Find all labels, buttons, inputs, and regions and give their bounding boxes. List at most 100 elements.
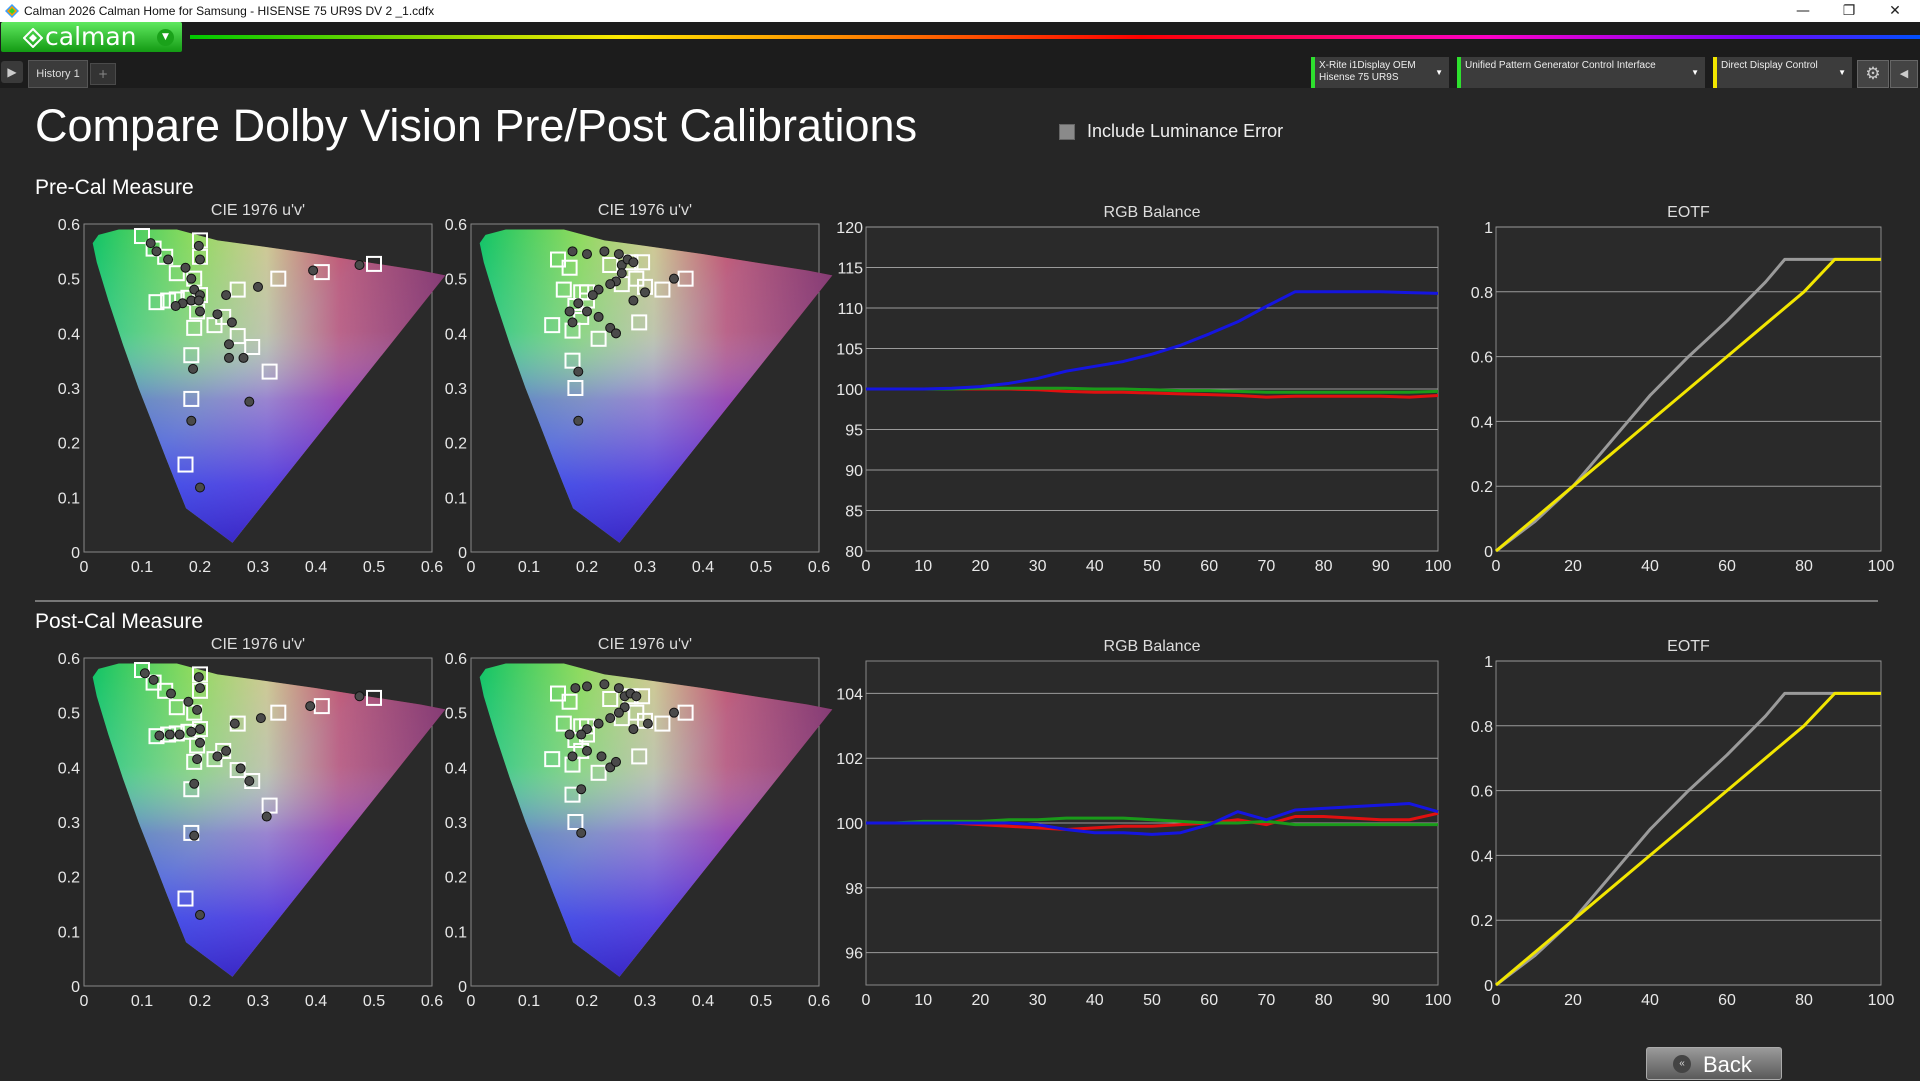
tab-history-1[interactable]: History 1 — [28, 60, 88, 88]
measured-point-marker — [582, 681, 592, 692]
y-tick-label: 0.1 — [58, 924, 80, 941]
measured-point-marker — [186, 273, 197, 284]
add-tab-button[interactable]: + — [90, 63, 116, 85]
measured-point-marker — [582, 306, 592, 317]
measured-point-marker — [212, 751, 223, 762]
close-button[interactable]: ✕ — [1889, 3, 1901, 19]
y-tick-label: 0.4 — [58, 326, 80, 343]
section-divider — [35, 600, 1878, 602]
pattern-generator-selector[interactable]: Unified Pattern Generator Control Interf… — [1457, 57, 1705, 88]
x-tick-label: 20 — [1564, 992, 1582, 1009]
measured-point-marker — [573, 366, 584, 377]
x-tick-label: 0.5 — [363, 559, 385, 576]
measured-point-marker — [164, 729, 175, 740]
measured-point-marker — [573, 415, 584, 426]
target-point-marker — [544, 751, 561, 768]
y-tick-label: 0.2 — [1471, 479, 1493, 496]
x-tick-label: 0 — [1492, 558, 1501, 575]
target-point-marker — [544, 317, 561, 334]
measured-point-marker — [611, 328, 621, 339]
back-button[interactable]: « Back — [1646, 1047, 1782, 1080]
y-tick-label: 98 — [845, 881, 863, 898]
y-tick-label: 0.4 — [1471, 848, 1493, 865]
y-tick-label: 85 — [845, 504, 863, 521]
play-icon[interactable]: ▶ — [1, 61, 23, 83]
x-tick-label: 0.3 — [634, 559, 656, 576]
include-luminance-checkbox[interactable] — [1059, 124, 1075, 140]
x-tick-label: 50 — [1143, 558, 1161, 575]
target-point-marker — [590, 764, 607, 781]
measured-point-marker — [599, 679, 610, 690]
x-tick-label: 70 — [1258, 558, 1276, 575]
y-tick-label: 0.4 — [58, 760, 80, 777]
gear-icon[interactable]: ⚙ — [1857, 60, 1889, 88]
collapse-left-icon[interactable]: ◀ — [1890, 60, 1918, 88]
measured-point-marker — [195, 306, 205, 317]
measured-point-marker — [193, 672, 204, 683]
measured-point-marker — [229, 718, 240, 729]
measured-point-marker — [564, 729, 575, 740]
y-tick-label: 0.2 — [445, 436, 467, 453]
measured-point-marker — [174, 729, 185, 740]
measured-point-marker — [186, 415, 197, 426]
target-point-marker — [561, 259, 578, 276]
minimize-button[interactable]: — — [1796, 3, 1810, 19]
target-point-marker — [567, 814, 584, 830]
x-tick-label: 0.6 — [808, 559, 830, 576]
y-tick-label: 0 — [71, 979, 80, 996]
y-tick-label: 90 — [845, 463, 863, 480]
target-point-marker — [168, 699, 185, 716]
y-tick-label: 0.2 — [58, 436, 80, 453]
measured-point-marker — [212, 309, 223, 320]
measured-point-marker — [631, 691, 642, 702]
chart-title: CIE 1976 u'v' — [597, 636, 693, 653]
target-point-marker — [160, 292, 177, 309]
x-tick-label: 0.1 — [518, 993, 540, 1010]
x-tick-label: 40 — [1641, 558, 1659, 575]
meter-device-selector[interactable]: X-Rite i1Display OEM Hisense 75 UR9S ▼ — [1311, 57, 1449, 88]
display-control-selector[interactable]: Direct Display Control ▼ — [1713, 57, 1852, 88]
device-detail: Hisense 75 UR9S — [1319, 72, 1399, 83]
chevron-down-icon: ▼ — [1691, 68, 1699, 77]
series-line-blue — [866, 802, 1439, 836]
x-tick-label: 0.3 — [247, 559, 269, 576]
y-tick-label: 0.8 — [1471, 719, 1493, 736]
measured-point-marker — [193, 295, 204, 306]
x-tick-label: 40 — [1086, 992, 1104, 1009]
chart-title: CIE 1976 u'v' — [597, 202, 693, 219]
target-point-marker — [564, 786, 581, 803]
x-tick-label: 50 — [1143, 992, 1161, 1009]
restore-button[interactable]: ❐ — [1842, 3, 1856, 19]
y-tick-label: 0.3 — [445, 381, 467, 398]
target-point-marker — [186, 319, 203, 336]
measured-point-marker — [154, 730, 165, 741]
measured-point-marker — [224, 352, 234, 363]
calman-logo-button[interactable]: calman ▼ — [1, 22, 182, 52]
chevron-down-icon[interactable]: ▼ — [157, 29, 174, 46]
measured-point-marker — [170, 301, 181, 311]
measured-point-marker — [151, 246, 162, 257]
x-tick-label: 0 — [862, 558, 871, 575]
x-tick-label: 80 — [1795, 558, 1813, 575]
measured-point-marker — [238, 352, 249, 363]
chart-title: EOTF — [1667, 204, 1710, 221]
measured-point-marker — [628, 295, 639, 306]
x-tick-label: 0.6 — [421, 993, 443, 1010]
y-tick-label: 0 — [1484, 544, 1493, 561]
back-label: Back — [1703, 1052, 1752, 1077]
target-point-marker — [550, 685, 566, 702]
x-tick-label: 0.1 — [131, 993, 153, 1010]
x-tick-label: 0.6 — [808, 993, 830, 1010]
measured-point-marker — [611, 756, 621, 767]
target-point-marker — [555, 715, 572, 732]
y-tick-label: 0.5 — [58, 272, 80, 289]
x-tick-label: 10 — [914, 992, 932, 1009]
target-point-marker — [550, 251, 566, 268]
x-tick-label: 60 — [1718, 992, 1736, 1009]
x-tick-label: 0 — [80, 559, 89, 576]
measured-point-marker — [613, 707, 624, 718]
x-tick-label: 100 — [1425, 992, 1452, 1009]
y-tick-label: 0.4 — [445, 760, 467, 777]
measured-point-marker — [305, 701, 316, 712]
